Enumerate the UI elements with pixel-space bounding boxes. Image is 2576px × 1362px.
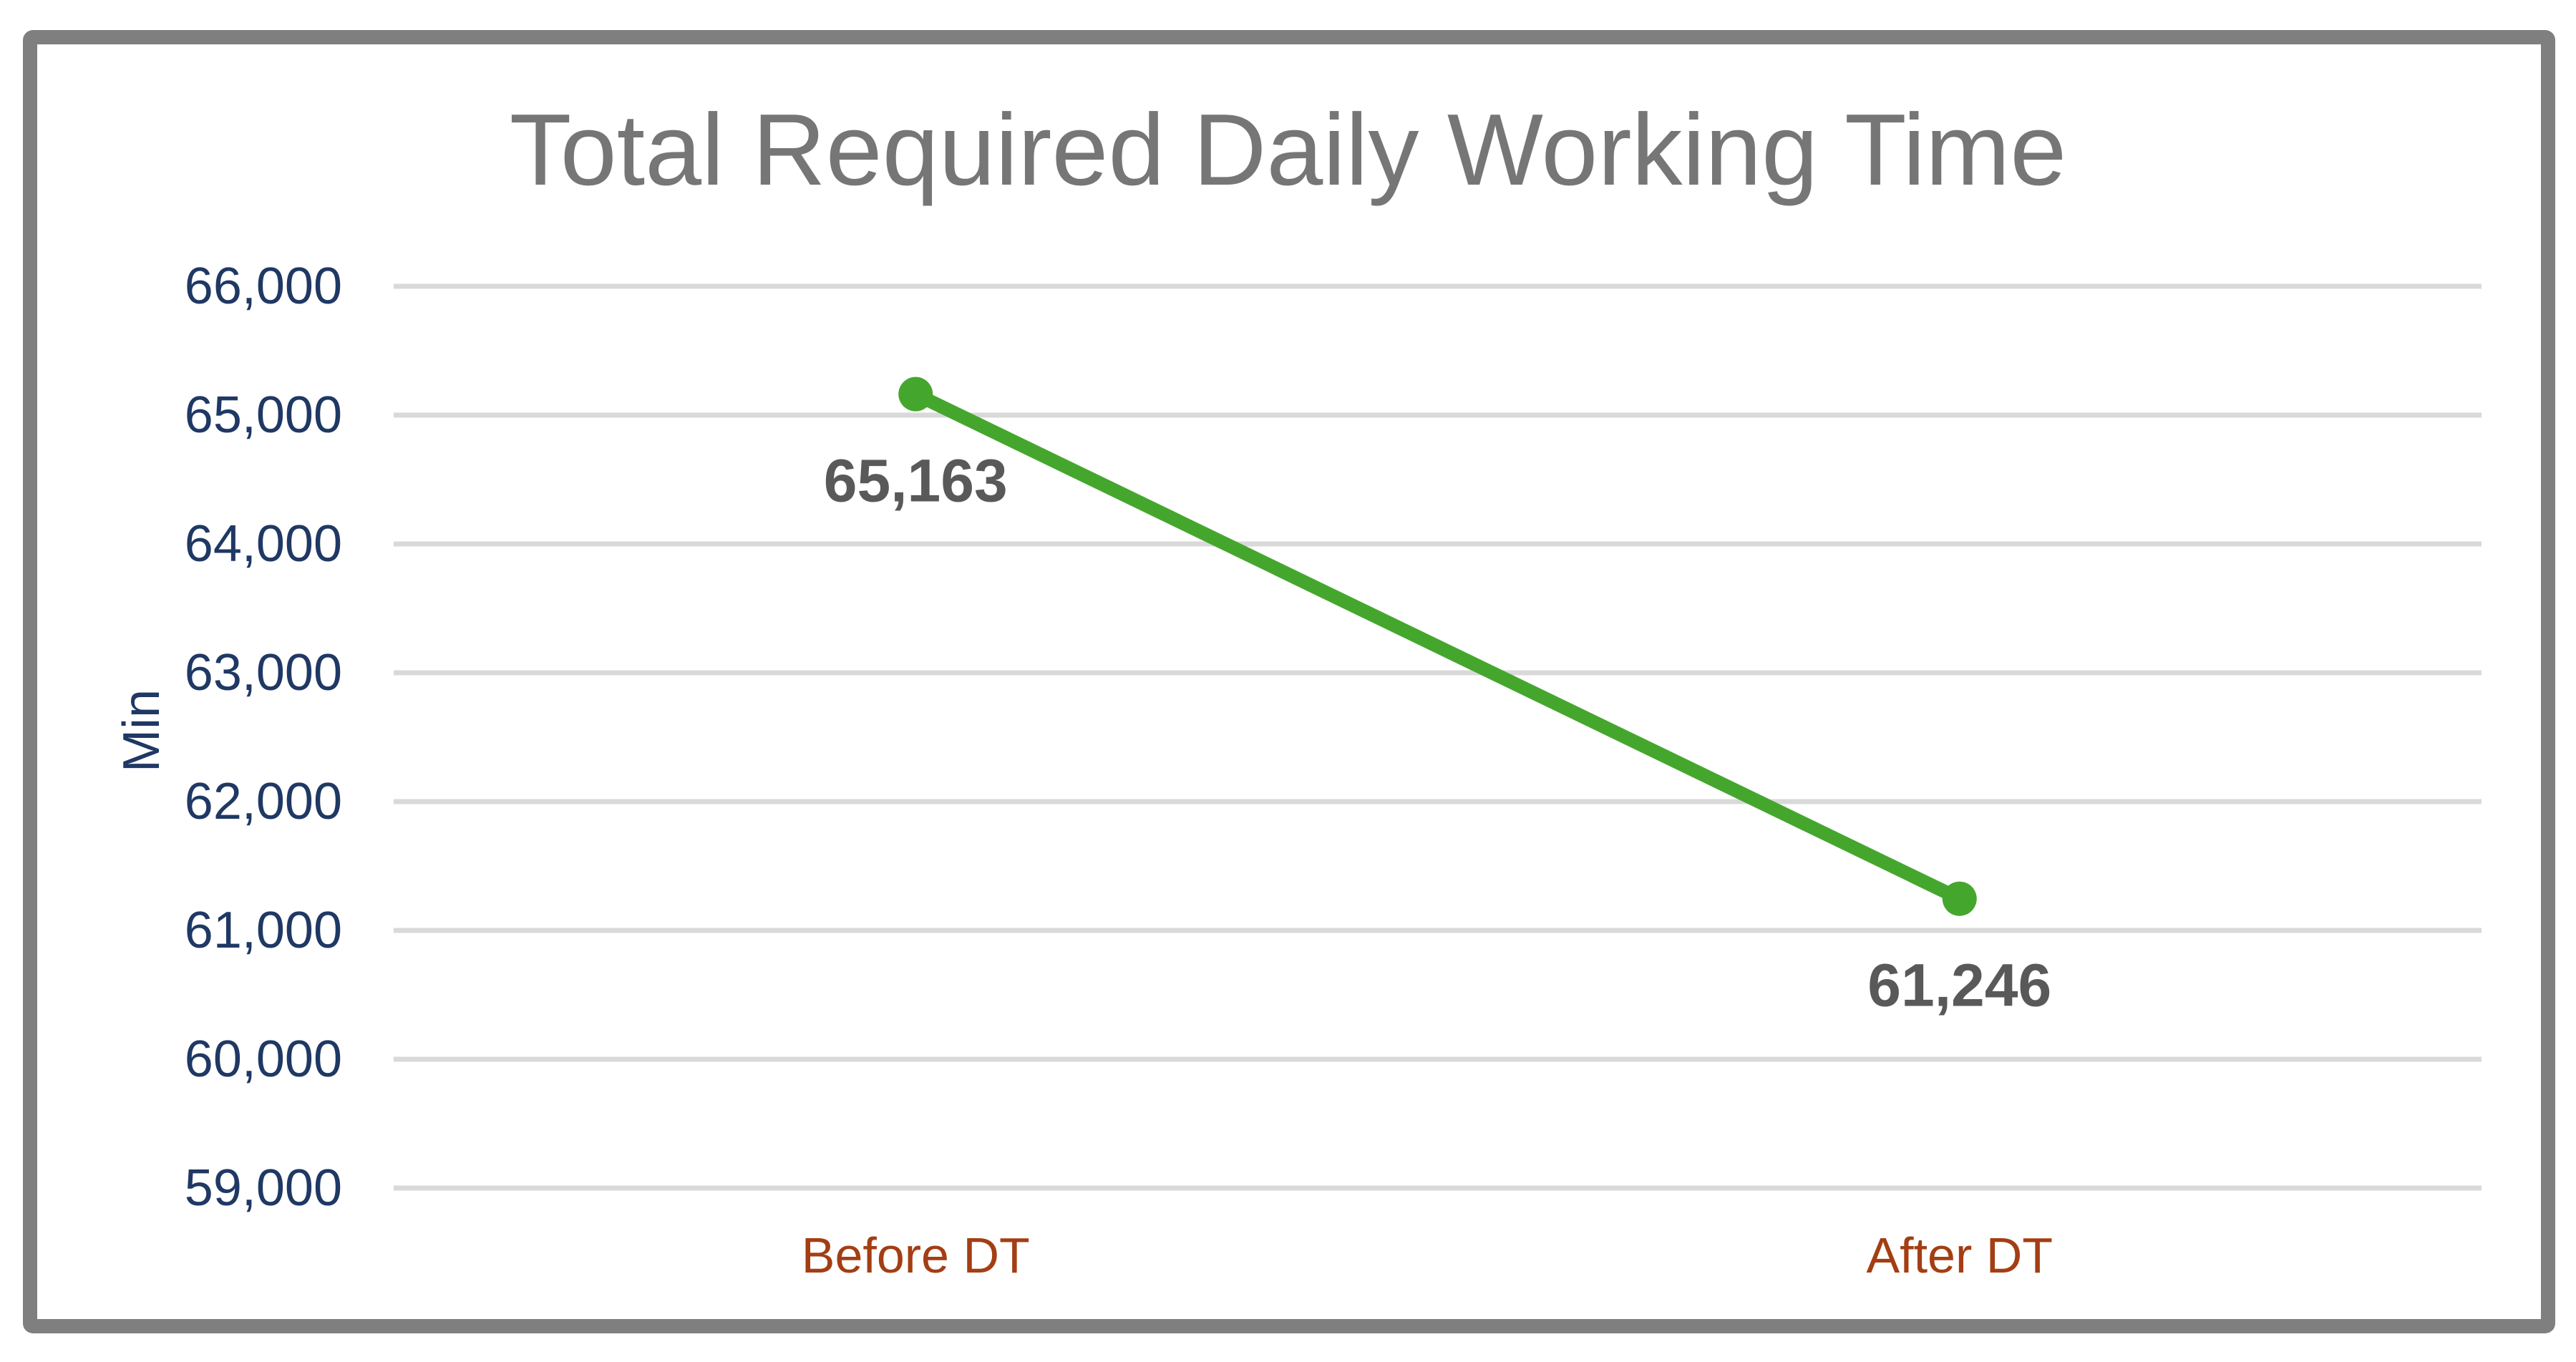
data-point-marker [898, 376, 933, 412]
chart-title: Total Required Daily Working Time [509, 93, 2067, 207]
y-tick-label: 61,000 [184, 902, 342, 959]
x-category-label: After DT [1866, 1227, 2053, 1283]
chart-frame-border [23, 30, 2555, 1333]
y-tick-label: 59,000 [184, 1159, 342, 1217]
data-point-marker [1942, 881, 1977, 916]
x-category-label: Before DT [801, 1227, 1030, 1283]
series-line [908, 387, 1967, 906]
y-tick-label: 64,000 [184, 515, 342, 573]
data-point-label: 61,246 [1867, 951, 2052, 1019]
data-point-label: 65,163 [823, 447, 1008, 515]
y-tick-label: 60,000 [184, 1031, 342, 1088]
y-tick-label: 65,000 [184, 386, 342, 444]
y-tick-label: 66,000 [184, 258, 342, 315]
y-tick-label: 63,000 [184, 644, 342, 701]
y-tick-label: 62,000 [184, 773, 342, 830]
